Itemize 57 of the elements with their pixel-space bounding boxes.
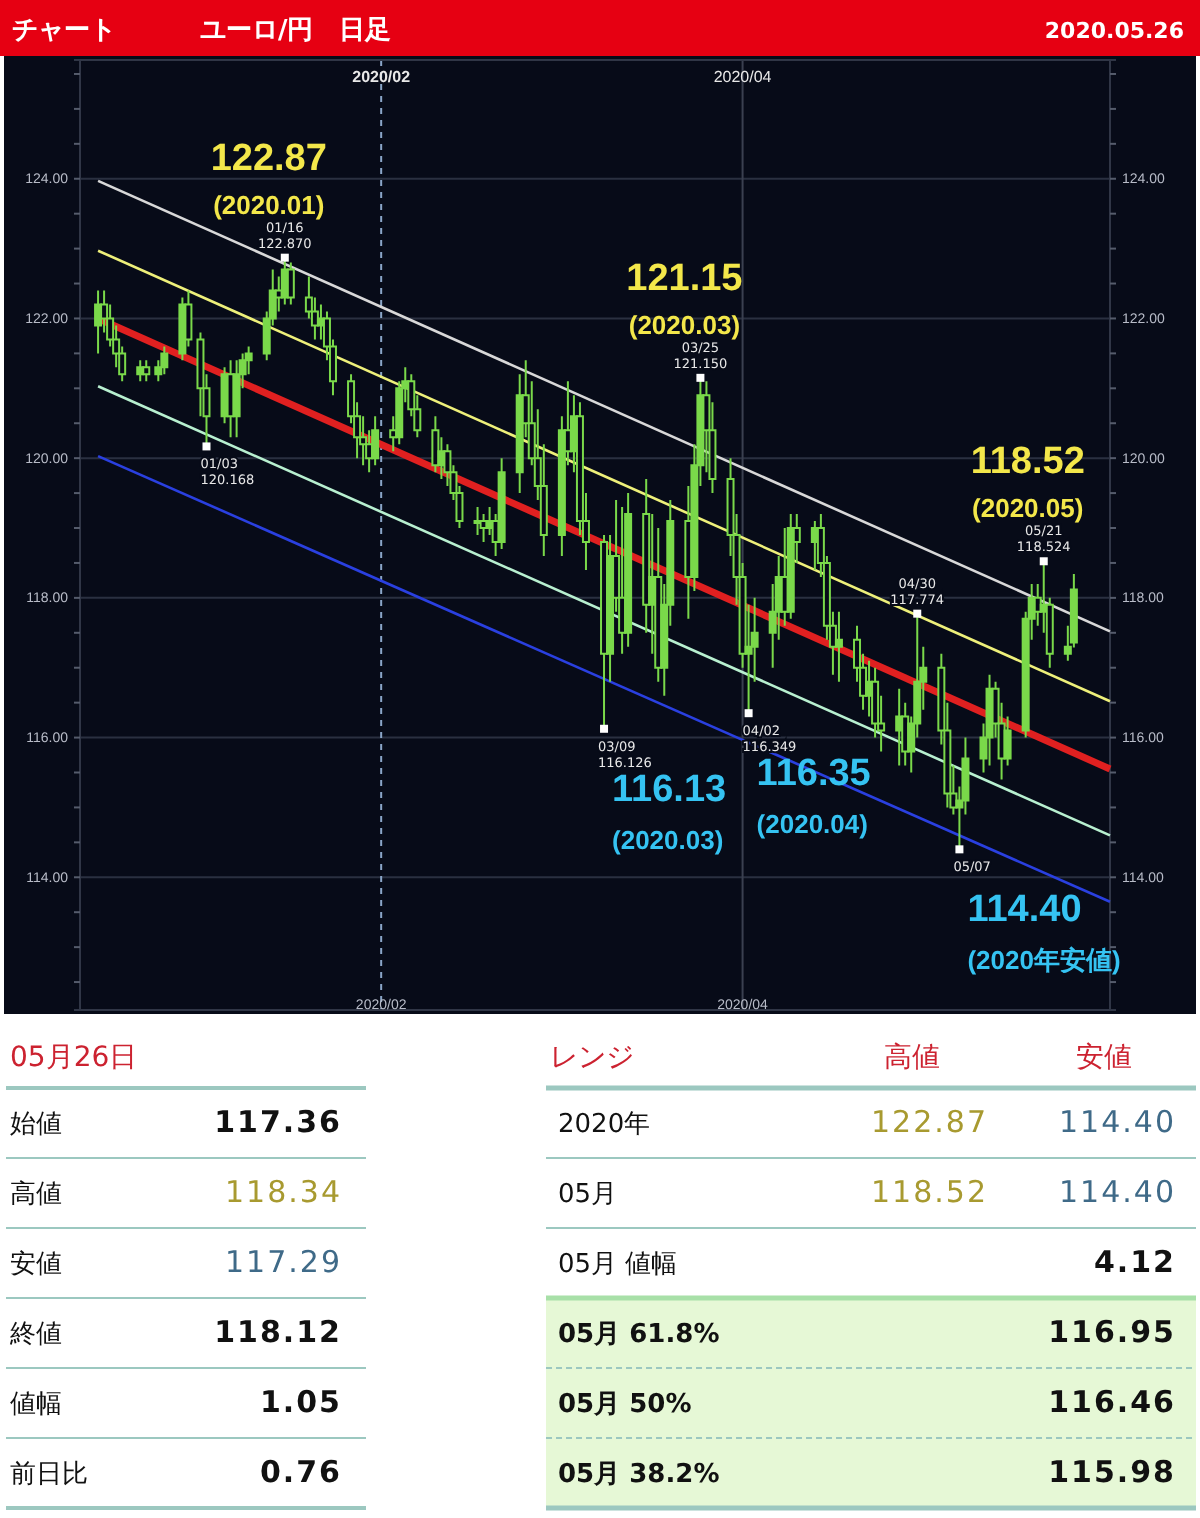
annotation: 122.87 (2020.01): [210, 137, 327, 220]
text: 安値: [1076, 1042, 1132, 1074]
text: 値幅: [10, 1390, 62, 1420]
candlestick: [810, 520, 819, 571]
text: 114.40: [1059, 1174, 1176, 1210]
text: 122.87: [871, 1104, 988, 1140]
text: 05月 61.8%: [558, 1320, 720, 1350]
text: 118.34: [225, 1174, 342, 1210]
text: 2020年: [558, 1110, 651, 1140]
text: 05月 38.2%: [558, 1460, 720, 1490]
candlestick: [142, 359, 151, 383]
candlestick: [497, 457, 506, 550]
chart-title: チャート: [12, 16, 116, 46]
text: 118.52: [871, 1174, 988, 1210]
candlestick: [232, 359, 241, 439]
candlestick: [473, 506, 482, 536]
candlestick: [160, 345, 169, 376]
text: 05月 50%: [558, 1390, 692, 1420]
candlestick: [985, 673, 994, 767]
text: レンジ: [550, 1042, 634, 1074]
text: 117.29: [225, 1244, 342, 1280]
text: 05月: [558, 1180, 618, 1210]
text: 116.46: [1048, 1384, 1176, 1420]
text: 4.12: [1093, 1244, 1176, 1280]
text: 高値: [884, 1042, 940, 1074]
candlestick: [786, 513, 795, 620]
text: 05月26日: [10, 1042, 138, 1074]
x2-tick-label: 2020/04: [713, 68, 773, 86]
candlestick: [136, 359, 145, 383]
annotation: 121.15 (2020.03): [626, 257, 744, 340]
text: 安値: [10, 1248, 62, 1280]
annotation: 116.13 (2020.03): [612, 768, 727, 855]
candlestick: [371, 415, 380, 467]
text: 始値: [10, 1110, 62, 1140]
candlestick: [286, 261, 295, 306]
text: 高値: [10, 1178, 62, 1210]
chart-subtitle: ユーロ/円 日足: [200, 16, 392, 46]
text: 前日比: [10, 1460, 88, 1490]
text: 2020.05.26: [1044, 18, 1185, 44]
candlestick: [834, 610, 843, 683]
text: 05月 値幅: [558, 1250, 678, 1280]
text: 終値: [8, 1320, 62, 1350]
text: 115.98: [1048, 1454, 1176, 1490]
annotation: 118.52 (2020.05): [970, 441, 1085, 524]
candlestick: [94, 289, 103, 355]
text: 116.95: [1048, 1314, 1176, 1350]
x2-tick-label: 2020/02: [352, 68, 412, 86]
text: 1.05: [259, 1384, 342, 1420]
candlestick: [479, 513, 488, 543]
candlestick: [431, 415, 440, 474]
candlestick: [895, 687, 904, 767]
candlestick: [624, 492, 633, 648]
annotation: 114.40 (2020年安値): [967, 889, 1121, 976]
text: 114.40: [1059, 1104, 1176, 1140]
text: 118.12: [214, 1314, 342, 1350]
text: 117.36: [214, 1104, 342, 1140]
text: 0.76: [259, 1454, 342, 1490]
